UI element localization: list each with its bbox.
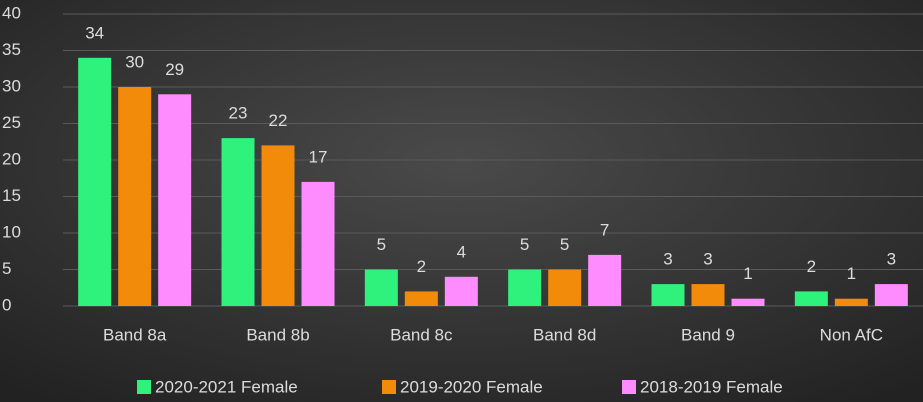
- y-tick-label: 35: [2, 40, 21, 59]
- y-tick-label: 10: [2, 222, 21, 241]
- data-label: 1: [743, 264, 752, 283]
- data-label: 34: [85, 23, 104, 42]
- bar: [364, 269, 398, 306]
- y-tick-label: 30: [2, 76, 21, 95]
- data-label: 3: [663, 250, 672, 269]
- legend-label: 2019-2020 Female: [400, 377, 543, 396]
- legend-swatch: [622, 380, 636, 394]
- data-label: 2: [807, 257, 816, 276]
- bar: [691, 284, 725, 306]
- bar: [221, 138, 255, 306]
- x-tick-label: Band 8d: [533, 325, 596, 344]
- data-label: 5: [560, 235, 569, 254]
- x-tick-label: Band 8c: [390, 325, 453, 344]
- legend-label: 2018-2019 Female: [640, 377, 783, 396]
- data-label: 2: [417, 257, 426, 276]
- y-tick-label: 5: [2, 259, 11, 278]
- data-label: 29: [165, 60, 184, 79]
- bar: [874, 284, 908, 306]
- bar: [794, 291, 828, 306]
- data-label: 1: [847, 264, 856, 283]
- legend-swatch: [382, 380, 396, 394]
- y-tick-label: 0: [2, 295, 11, 314]
- data-label: 4: [457, 242, 466, 261]
- x-tick-label: Band 8b: [246, 325, 309, 344]
- y-tick-label: 15: [2, 186, 21, 205]
- bar: [78, 57, 112, 306]
- data-label: 30: [125, 52, 144, 71]
- x-tick-label: Non AfC: [820, 325, 883, 344]
- data-label: 17: [309, 147, 328, 166]
- bar: [158, 94, 192, 306]
- bar: [118, 87, 152, 306]
- x-tick-label: Band 9: [681, 325, 735, 344]
- data-label: 3: [703, 250, 712, 269]
- y-tick-label: 25: [2, 113, 21, 132]
- bar: [444, 276, 478, 306]
- legend-swatch: [137, 380, 151, 394]
- y-tick-label: 20: [2, 149, 21, 168]
- legend-label: 2020-2021 Female: [155, 377, 298, 396]
- bar: [508, 269, 542, 306]
- data-label: 7: [600, 220, 609, 239]
- bar: [651, 284, 685, 306]
- bar: [261, 145, 295, 306]
- y-tick-label: 40: [2, 3, 21, 22]
- data-label: 5: [377, 235, 386, 254]
- bar: [731, 298, 765, 306]
- bar: [404, 291, 438, 306]
- bar: [588, 254, 622, 306]
- bar: [548, 269, 582, 306]
- bar: [301, 181, 335, 306]
- data-label: 5: [520, 235, 529, 254]
- data-label: 23: [229, 104, 248, 123]
- data-label: 22: [269, 111, 288, 130]
- x-tick-label: Band 8a: [103, 325, 167, 344]
- bar: [834, 298, 868, 306]
- data-label: 3: [887, 250, 896, 269]
